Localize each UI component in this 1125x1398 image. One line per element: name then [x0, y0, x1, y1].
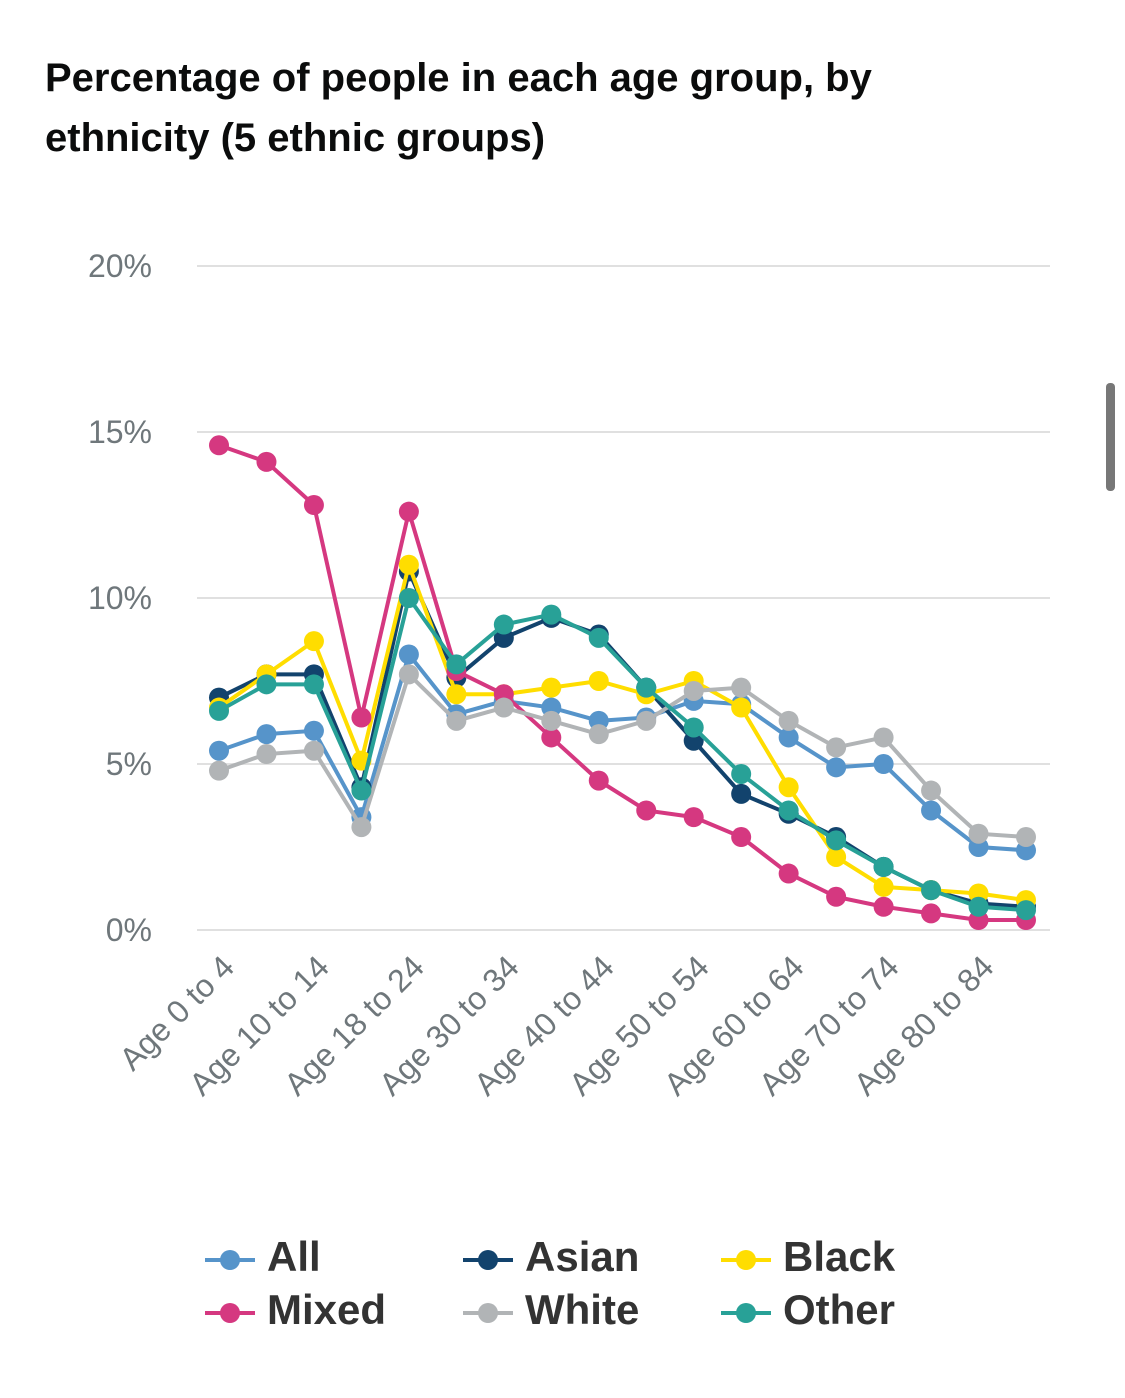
legend-marker	[736, 1250, 756, 1270]
point	[209, 435, 229, 456]
point	[873, 727, 894, 748]
y-tick-label: 5%	[106, 746, 152, 782]
point	[968, 823, 989, 844]
point	[826, 737, 847, 758]
point	[921, 780, 942, 801]
point	[256, 724, 277, 745]
point	[588, 770, 609, 791]
point	[541, 727, 562, 748]
point	[636, 677, 657, 698]
point	[493, 697, 514, 718]
legend-label: Other	[783, 1286, 895, 1333]
point	[826, 757, 847, 778]
point	[446, 684, 467, 705]
y-tick-label: 20%	[88, 248, 152, 284]
point	[683, 807, 704, 828]
series-line	[218, 650, 1027, 853]
y-tick-label: 10%	[88, 580, 152, 616]
y-tick-label: 0%	[106, 912, 152, 948]
point	[303, 631, 324, 652]
point	[351, 780, 372, 801]
scrollbar	[1106, 383, 1115, 491]
point	[446, 710, 467, 731]
point	[209, 740, 229, 761]
point	[303, 720, 324, 741]
legend-label: All	[267, 1233, 321, 1280]
point	[683, 717, 704, 738]
point	[873, 856, 894, 877]
point	[256, 674, 277, 695]
point	[1016, 827, 1036, 848]
point	[493, 614, 514, 635]
point	[731, 677, 752, 698]
legend-label: Asian	[525, 1233, 639, 1280]
point	[541, 604, 562, 625]
legend-label: Mixed	[267, 1286, 386, 1333]
point	[303, 674, 324, 695]
point	[778, 863, 799, 884]
point	[588, 724, 609, 745]
point	[398, 664, 419, 685]
chart-title: Percentage of people in each age group, …	[45, 56, 872, 160]
series-line	[218, 593, 1027, 913]
point	[256, 744, 277, 765]
point	[778, 800, 799, 821]
point	[921, 800, 942, 821]
point	[398, 588, 419, 608]
point	[588, 627, 609, 648]
point	[636, 800, 657, 821]
point	[873, 896, 894, 917]
legend-marker	[478, 1303, 498, 1323]
point	[921, 903, 942, 924]
legend-marker	[220, 1303, 240, 1323]
point	[209, 700, 229, 721]
point	[541, 710, 562, 731]
point	[351, 817, 372, 838]
y-tick-label: 15%	[88, 414, 152, 450]
point	[826, 886, 847, 907]
point	[873, 876, 894, 897]
point	[398, 644, 419, 665]
point	[541, 677, 562, 698]
legend-marker	[736, 1303, 756, 1323]
point	[778, 777, 799, 798]
point	[683, 680, 704, 701]
series-line	[218, 443, 1026, 923]
point	[303, 740, 324, 761]
point	[731, 763, 752, 784]
point	[778, 727, 799, 748]
point	[1016, 900, 1036, 921]
legend-marker	[220, 1250, 240, 1270]
point	[588, 671, 609, 691]
legend-label: Black	[783, 1233, 896, 1280]
point	[636, 710, 657, 731]
point	[303, 495, 324, 516]
point	[446, 654, 467, 675]
point	[826, 846, 847, 867]
point	[731, 827, 752, 848]
point	[351, 707, 372, 728]
point	[731, 783, 752, 804]
point	[873, 754, 894, 774]
legend-marker	[478, 1250, 498, 1270]
point	[731, 697, 752, 718]
point	[968, 896, 989, 917]
point	[256, 451, 277, 472]
point	[398, 501, 419, 522]
series-line	[218, 670, 1027, 840]
point	[398, 554, 419, 575]
point	[778, 710, 799, 731]
point	[921, 880, 942, 901]
point	[209, 760, 229, 781]
point	[826, 830, 847, 851]
legend-label: White	[525, 1286, 639, 1333]
